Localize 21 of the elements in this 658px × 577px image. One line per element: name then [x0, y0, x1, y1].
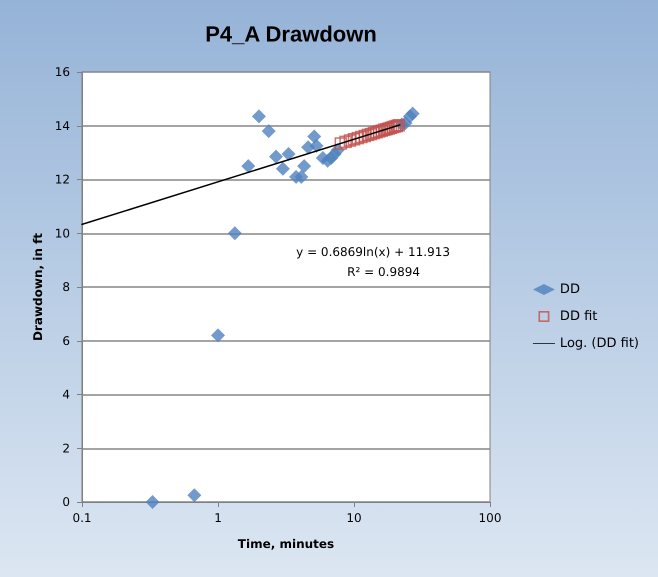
y-tick-label: 14 [54, 118, 70, 133]
y-tick-label: 4 [62, 388, 70, 402]
x-tick-label: 0.1 [72, 511, 92, 525]
annotation: y = 0.6869ln(x) + 11.913 [296, 245, 450, 259]
y-tick-label: 0 [62, 495, 70, 509]
legend-label: DD [560, 282, 580, 297]
y-tick-label: 2 [62, 441, 70, 456]
x-tick-label: 10 [346, 511, 362, 525]
annotation: R² = 0.9894 [347, 265, 420, 279]
y-tick-label: 12 [54, 172, 70, 186]
x-axis-title: Time, minutes [238, 537, 334, 551]
y-tick-label: 6 [62, 334, 70, 348]
x-tick-label: 1 [214, 511, 222, 525]
legend-label: Log. (DD fit) [560, 336, 640, 351]
chart-title: P4_A Drawdown [205, 22, 377, 46]
x-tick-label: 100 [478, 511, 502, 525]
legend-label: DD fit [560, 309, 598, 324]
y-tick-label: 8 [62, 280, 70, 294]
y-axis-title: Drawdown, in ft [30, 232, 45, 342]
y-tick-label: 10 [54, 226, 70, 240]
y-tick-label: 16 [54, 65, 70, 79]
